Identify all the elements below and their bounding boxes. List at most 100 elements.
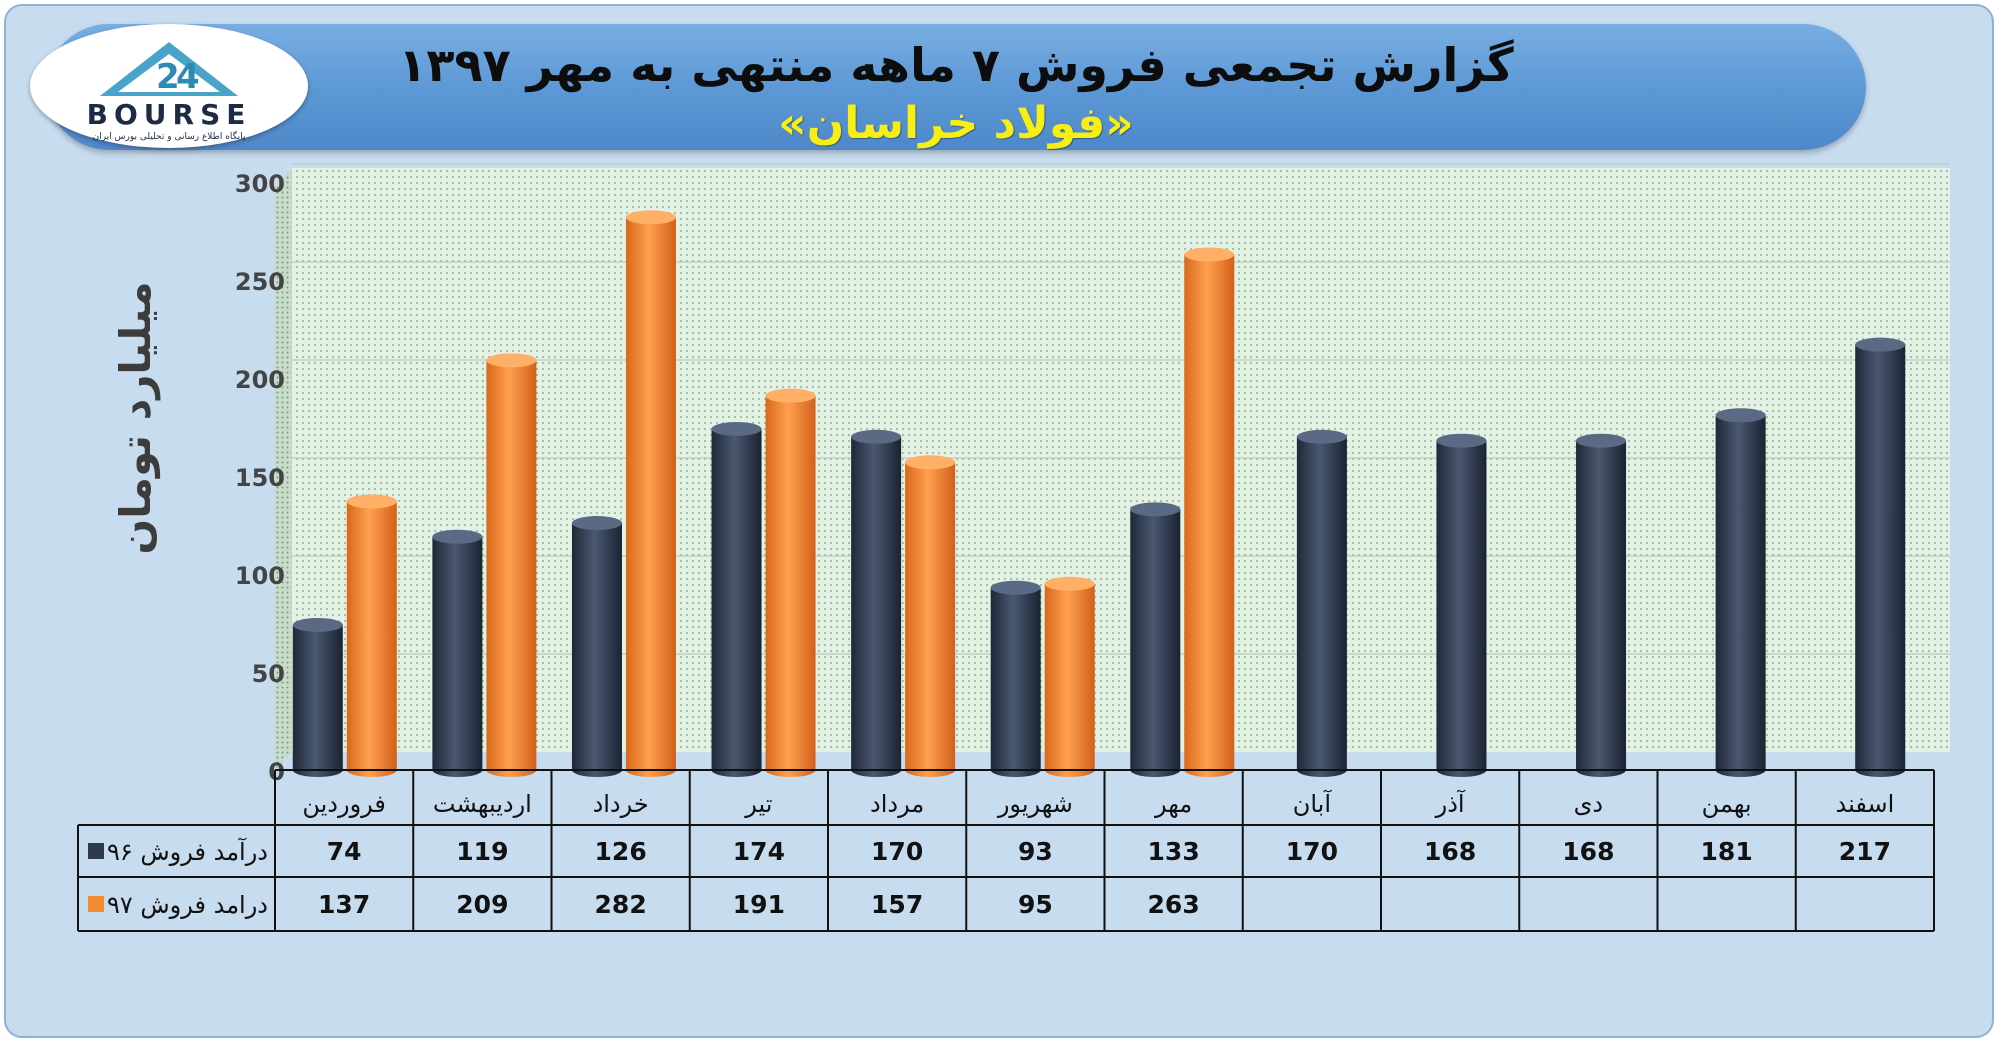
logo-mark-icon: 2 4 (100, 42, 238, 97)
plot-background (292, 168, 1950, 752)
bar-cap (765, 388, 816, 403)
y-tick-label: 200 (235, 366, 285, 394)
bar-body (1436, 440, 1487, 770)
bar-body (1715, 415, 1766, 770)
table-value: 95 (1018, 890, 1053, 919)
svg-text:2: 2 (156, 57, 180, 97)
title-banner: گزارش تجمعی فروش ۷ ماهه منتهی به مهر ۱۳۹… (46, 24, 1866, 150)
table-value: 126 (595, 837, 647, 866)
bar-series96-11 (1855, 337, 1906, 777)
bar-body (905, 462, 956, 770)
x-tick-label: بهمن (1702, 790, 1752, 818)
bar-body (990, 587, 1041, 770)
plot-side-wall (275, 168, 292, 770)
bar-series96-5 (990, 580, 1041, 777)
bar-body (1576, 440, 1627, 770)
bar-body (1296, 436, 1347, 770)
table-value: 217 (1839, 837, 1891, 866)
bar-cap (851, 429, 902, 444)
bar-body (486, 360, 537, 770)
bar-cap (1044, 576, 1095, 591)
bar-cap (486, 353, 537, 368)
bar-body (851, 436, 902, 770)
x-tick-label: خرداد (593, 790, 649, 818)
x-tick-label: دی (1574, 790, 1603, 818)
legend-swatch (88, 843, 104, 859)
bar-series97-6 (1184, 247, 1235, 777)
bar-cap (625, 210, 676, 225)
bar-body (346, 501, 397, 770)
y-tick-label: 50 (252, 660, 285, 688)
bar-series96-3 (711, 421, 762, 777)
bar-series97-2 (625, 210, 676, 777)
y-tick-label: 100 (235, 562, 285, 590)
table-value: 209 (456, 890, 508, 919)
table-value: 74 (327, 837, 362, 866)
bar-cap (1184, 247, 1235, 262)
bar-cap (571, 516, 622, 531)
bar-series96-1 (432, 529, 483, 777)
legend-label: درآمد فروش ۹۶ (107, 837, 268, 866)
bar-series96-2 (571, 516, 622, 777)
x-tick-label: اسفند (1835, 790, 1894, 818)
x-tick-label: مرداد (870, 790, 924, 818)
bar-series96-9 (1576, 433, 1627, 777)
bar-series96-7 (1296, 429, 1347, 777)
x-tick-label: آبان (1293, 789, 1333, 818)
bar-cap (1855, 337, 1906, 352)
bar-series96-0 (292, 617, 343, 777)
bar-series97-0 (346, 494, 397, 777)
y-tick-label: 250 (235, 268, 285, 296)
bar-series97-5 (1044, 576, 1095, 777)
bar-series96-6 (1130, 502, 1181, 777)
y-tick-label: 300 (235, 170, 285, 198)
bar-series96-8 (1436, 433, 1487, 777)
bar-body (711, 428, 762, 770)
x-tick-label: تیر (744, 790, 772, 818)
table-value: 133 (1148, 837, 1200, 866)
bar-cap (292, 617, 343, 632)
svg-text:4: 4 (176, 57, 200, 97)
bar-body (1044, 583, 1095, 770)
x-tick-label: اردیبهشت (433, 790, 532, 818)
bar-body (292, 624, 343, 770)
table-value: 181 (1701, 837, 1753, 866)
table-value: 263 (1148, 890, 1200, 919)
table-value: 93 (1018, 837, 1053, 866)
bar-body (765, 395, 816, 770)
bar-cap (432, 529, 483, 544)
table-value: 282 (595, 890, 647, 919)
plot-area (275, 163, 1950, 770)
bar-cap (905, 455, 956, 470)
bar-cap (990, 580, 1041, 595)
legend-swatch (88, 896, 104, 912)
x-tick-label: شهریور (997, 790, 1073, 818)
table-value: 170 (1286, 837, 1338, 866)
bar-body (1130, 509, 1181, 770)
bar-cap (1296, 429, 1347, 444)
table-value: 170 (871, 837, 923, 866)
x-tick-label: مهر (1154, 790, 1192, 818)
bar-cap (346, 494, 397, 509)
bar-series96-10 (1715, 408, 1766, 777)
table-value: 168 (1562, 837, 1614, 866)
bar-body (1184, 254, 1235, 770)
table-value: 119 (456, 837, 508, 866)
chart-subtitle: «فولاد خراسان» (778, 98, 1134, 149)
bar-body (432, 536, 483, 770)
bar-cap (1130, 502, 1181, 517)
chart-title: گزارش تجمعی فروش ۷ ماهه منتهی به مهر ۱۳۹… (398, 38, 1514, 92)
legend-label: درامد فروش ۹۷ (107, 891, 268, 919)
table-value: 168 (1424, 837, 1476, 866)
bar-body (1855, 344, 1906, 770)
logo-tagline: پایگاه اطلاع رسانی و تحلیلی بورس ایران (92, 132, 246, 142)
bar-cap (1576, 433, 1627, 448)
table-value: 191 (733, 890, 785, 919)
bar-series96-4 (851, 429, 902, 777)
bar-series97-1 (486, 353, 537, 777)
y-tick-label: 150 (235, 464, 285, 492)
table-value: 174 (733, 837, 785, 866)
bar-cap (1715, 408, 1766, 423)
x-tick-label: فروردین (302, 790, 386, 818)
